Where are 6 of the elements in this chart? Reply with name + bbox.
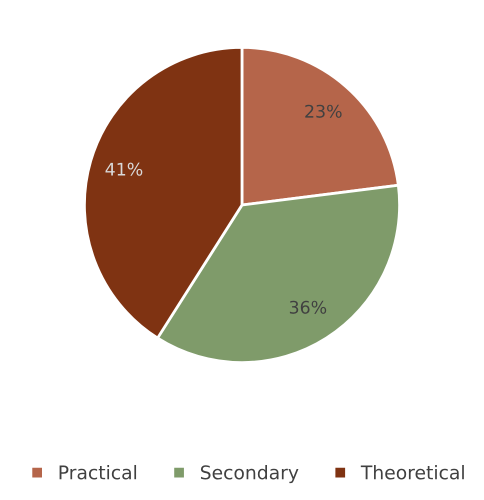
legend-label: Theoretical (360, 464, 464, 480)
legend-label: Secondary (200, 464, 298, 484)
data-label: 23% (305, 104, 342, 118)
data-label: 36% (290, 300, 326, 314)
data-label: 41% (106, 162, 142, 176)
legend-label: Practical (60, 464, 136, 480)
